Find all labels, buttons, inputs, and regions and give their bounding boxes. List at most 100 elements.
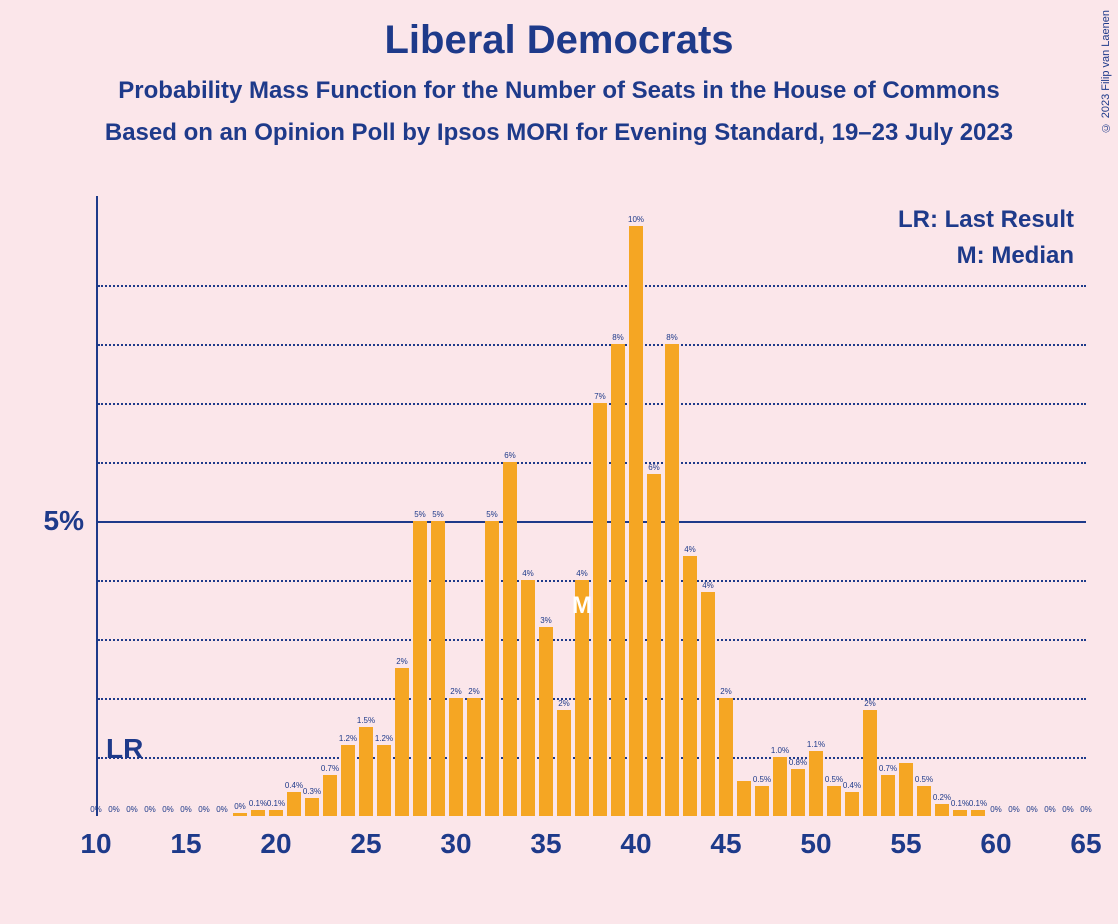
bar-value-label: 4% <box>684 545 696 554</box>
bar: 0.8% <box>791 769 805 816</box>
bar: 0.1% <box>953 810 967 816</box>
x-axis-tick: 55 <box>890 828 921 860</box>
bar: 4% <box>683 556 697 816</box>
bar: 0.3% <box>305 798 319 816</box>
chart-area: 0%0%0%0%0%0%0%0%0%0.1%0.1%0.4%0.3%0.7%1.… <box>96 196 1086 816</box>
bar-value-label: 1.5% <box>357 716 375 725</box>
bar-value-label: 0% <box>1080 805 1092 814</box>
bar-value-label: 0% <box>198 805 210 814</box>
bar-value-label: 0% <box>144 805 156 814</box>
bar-value-label: 0% <box>108 805 120 814</box>
bar: 0.1% <box>251 810 265 816</box>
bar-value-label: 0.8% <box>789 758 807 767</box>
bar: 0.1% <box>269 810 283 816</box>
bar-value-label: 1.2% <box>339 734 357 743</box>
bar-value-label: 6% <box>648 463 660 472</box>
bar: 4% <box>701 592 715 816</box>
bar: 0.4% <box>287 792 301 816</box>
bar-value-label: 0% <box>126 805 138 814</box>
bar: 0.7% <box>881 775 895 816</box>
legend-lr: LR: Last Result <box>898 202 1074 238</box>
bar: 6% <box>647 474 661 816</box>
bar: 1.5% <box>359 727 373 816</box>
bar-value-label: 0.1% <box>267 799 285 808</box>
bar-value-label: 0% <box>234 802 246 811</box>
bar-value-label: 6% <box>504 451 516 460</box>
bar-value-label: 5% <box>414 510 426 519</box>
bar-value-label: 8% <box>666 333 678 342</box>
bar-value-label: 2% <box>864 699 876 708</box>
bar: 10% <box>629 226 643 816</box>
bar: 4% <box>521 580 535 816</box>
bar-value-label: 0% <box>162 805 174 814</box>
bar: 2% <box>395 668 409 816</box>
bar: 6% <box>503 462 517 816</box>
bar-value-label: 3% <box>540 616 552 625</box>
bar: 2% <box>449 698 463 816</box>
bar: 0.4% <box>845 792 859 816</box>
bar-value-label: 0% <box>1062 805 1074 814</box>
bar-value-label: 2% <box>450 687 462 696</box>
x-axis-tick: 20 <box>260 828 291 860</box>
copyright-text: © 2023 Filip van Laenen <box>1100 10 1112 133</box>
bar-value-label: 0.4% <box>843 781 861 790</box>
bar: 0.7% <box>323 775 337 816</box>
bar-value-label: 0.4% <box>285 781 303 790</box>
x-axis-tick: 30 <box>440 828 471 860</box>
x-axis-tick: 50 <box>800 828 831 860</box>
bar: 8% <box>611 344 625 816</box>
bar-value-label: 0% <box>216 805 228 814</box>
bar-value-label: 1.0% <box>771 746 789 755</box>
bar-value-label: 4% <box>522 569 534 578</box>
bar: 2% <box>863 710 877 816</box>
median-marker: M <box>572 592 592 620</box>
chart-subtitle: Probability Mass Function for the Number… <box>0 77 1118 105</box>
chart-subtitle2: Based on an Opinion Poll by Ipsos MORI f… <box>0 119 1118 147</box>
bar: 1.1% <box>809 751 823 816</box>
bar-value-label: 0.5% <box>825 775 843 784</box>
bar: 0.5% <box>827 786 841 816</box>
bar-value-label: 5% <box>432 510 444 519</box>
bar-value-label: 2% <box>396 657 408 666</box>
bar-value-label: 0.1% <box>249 799 267 808</box>
bar-value-label: 4% <box>576 569 588 578</box>
bar-value-label: 7% <box>594 392 606 401</box>
bar-value-label: 5% <box>486 510 498 519</box>
x-axis-tick: 35 <box>530 828 561 860</box>
bar-value-label: 0% <box>1026 805 1038 814</box>
bar-value-label: 0% <box>990 805 1002 814</box>
bar: 2% <box>467 698 481 816</box>
bar-value-label: 1.1% <box>807 740 825 749</box>
bar-value-label: 0.2% <box>933 793 951 802</box>
bar-value-label: 10% <box>628 215 644 224</box>
bar-value-label: 2% <box>468 687 480 696</box>
x-axis-tick: 10 <box>80 828 111 860</box>
bar-value-label: 2% <box>720 687 732 696</box>
bar: 0.2% <box>935 804 949 816</box>
bar: 3% <box>539 627 553 816</box>
last-result-marker: LR <box>106 733 143 765</box>
bar: 0.1% <box>971 810 985 816</box>
bar: 5% <box>485 521 499 816</box>
x-axis-tick: 15 <box>170 828 201 860</box>
bar-value-label: 0.7% <box>321 764 339 773</box>
x-axis-tick: 25 <box>350 828 381 860</box>
bar-value-label: 0% <box>90 805 102 814</box>
bar-value-label: 0.3% <box>303 787 321 796</box>
bar: 0.5% <box>755 786 769 816</box>
bar: 2% <box>719 698 733 816</box>
bar-value-label: 4% <box>702 581 714 590</box>
bar <box>899 763 913 816</box>
bar: 0% <box>233 813 247 816</box>
bar-value-label: 2% <box>558 699 570 708</box>
y-axis-tick-5pct: 5% <box>44 505 84 537</box>
bar-value-label: 8% <box>612 333 624 342</box>
bar-value-label: 0.7% <box>879 764 897 773</box>
bar: 1.0% <box>773 757 787 816</box>
legend-m: M: Median <box>898 238 1074 274</box>
bar-value-label: 0.5% <box>915 775 933 784</box>
bar-value-label: 0% <box>180 805 192 814</box>
x-axis-tick: 65 <box>1070 828 1101 860</box>
bar: 5% <box>431 521 445 816</box>
bar: 7% <box>593 403 607 816</box>
